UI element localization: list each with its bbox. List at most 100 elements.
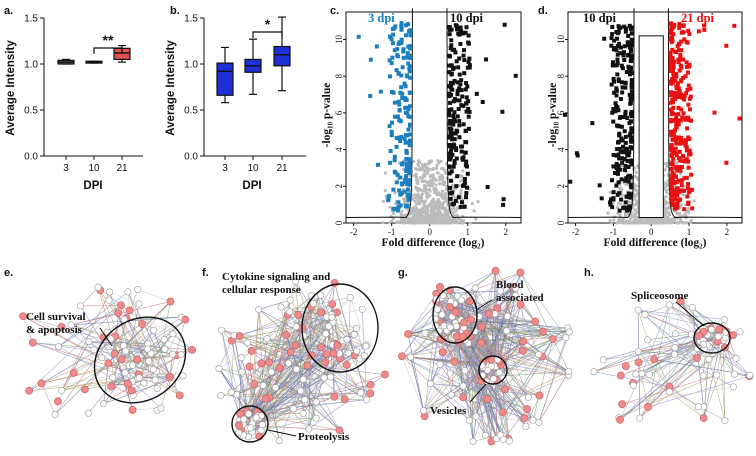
panel-d-point-up (668, 147, 673, 152)
panel-c-point-ns (443, 206, 448, 211)
panel-h-node (636, 414, 644, 422)
panel-e-edge (111, 385, 134, 396)
panel-c-point-down (399, 21, 404, 26)
panel-c-point-ns (429, 159, 434, 163)
panel-c-point-ns (404, 220, 408, 225)
panel-c-point-up (458, 25, 463, 30)
panel-d-point-up (678, 197, 683, 202)
panel-b-ytick-label: 1.5 (184, 14, 198, 25)
panel-d-point-down (626, 164, 631, 169)
panel-b-box (273, 16, 291, 92)
panel-c-point-down (397, 135, 402, 140)
panel-d-point-down (619, 177, 624, 182)
panel-d-point-down (619, 136, 624, 141)
panel-c-point-up (466, 114, 471, 119)
panel-b-box (216, 46, 234, 104)
panel-d-point-down (597, 183, 602, 188)
panel-d-point-down (615, 61, 620, 66)
panel-g-edge (430, 383, 477, 417)
panel-d-ylabel: -log₁₀ p-value (547, 83, 559, 148)
panel-c-point-ns (436, 199, 440, 203)
panel-c-point-ns (414, 174, 418, 178)
panel-e-node (100, 400, 108, 408)
panel-c-point-ns (425, 195, 429, 199)
panel-d-point-up (671, 71, 676, 76)
panel-c-point-down (397, 102, 402, 107)
panel-c-point-ns (412, 213, 416, 217)
panel-c-point-up (457, 135, 462, 140)
panel-d-point-up (668, 107, 673, 112)
panel-d-point-down (620, 160, 625, 165)
panel-h-node (732, 354, 740, 362)
panel-c-point-down (400, 95, 405, 100)
panel-e-node (169, 330, 177, 338)
panel-g-edge (401, 356, 424, 411)
panel-c-volcano: c. -log₁₀ p-value Fold difference (log₂)… (321, 5, 522, 249)
panel-d-point-up (688, 187, 693, 192)
panel-d-point-ns (663, 185, 668, 189)
panel-d-point-up (673, 119, 678, 124)
panel-d-point-down (608, 202, 613, 207)
panel-d-point-up (669, 40, 674, 45)
panel-d-point-ns (657, 218, 661, 222)
panel-g-node (398, 352, 406, 361)
panel-d-point-down (621, 144, 626, 149)
panel-f-node (215, 364, 223, 372)
panel-h-edge (638, 351, 675, 355)
panel-f-node (303, 361, 312, 370)
panel-d-point-up (687, 31, 692, 36)
panel-c-point-down (408, 33, 413, 38)
panel-c-point-down (404, 165, 409, 170)
panel-h-node (621, 362, 630, 370)
panel-e-node (107, 382, 116, 391)
panel-d-point-down (623, 26, 628, 31)
panel-d-point-down (624, 176, 629, 181)
panel-e-edge (141, 323, 177, 356)
panel-d-point-down (625, 115, 630, 120)
panel-d-point-up (672, 93, 677, 98)
panel-d-point-down (620, 85, 625, 90)
panel-c-point-ns (453, 220, 457, 225)
panel-h-node (676, 297, 685, 305)
panel-d-point-up (670, 90, 675, 95)
panel-c-point-down (394, 68, 399, 73)
panel-c-point-up (459, 144, 464, 149)
panel-c-ytick-label: 0 (334, 220, 344, 225)
panel-e-edge (70, 324, 162, 409)
panel-c-point-up (447, 113, 452, 118)
panel-d-point-up (673, 78, 678, 83)
panel-c-point-ns (435, 171, 440, 175)
panel-g-node (535, 391, 544, 400)
panel-d-point-up (679, 178, 684, 183)
panel-f-node (277, 303, 285, 311)
panel-d-point-up (680, 115, 685, 120)
panel-g-edge (494, 313, 529, 398)
panel-c-point-up (463, 163, 468, 168)
panel-c-point-ns (472, 209, 476, 213)
panel-c-point-up (454, 128, 459, 133)
panel-d-point-down (575, 153, 580, 158)
panel-c-point-down (386, 195, 391, 200)
panel-c-point-up (449, 72, 454, 77)
panel-e-edge (28, 323, 143, 392)
panel-d-ytick-label: 4 (556, 147, 566, 152)
panel-h-node (629, 381, 637, 389)
panel-c-point-down (403, 203, 408, 208)
panel-c-point-up (447, 32, 452, 37)
panel-e-node (124, 288, 132, 296)
panel-d-point-up (668, 119, 673, 124)
panel-d-point-down (618, 115, 623, 120)
panel-c-point-up (461, 31, 466, 36)
panel-c-point-up (462, 58, 467, 63)
panel-h-node (634, 347, 642, 355)
panel-c-point-ns (454, 209, 458, 213)
panel-c-point-ns (418, 166, 422, 171)
panel-d-point-down (623, 200, 628, 205)
panel-f-edge (266, 338, 367, 400)
panel-f-edge (238, 314, 289, 426)
panel-g-node (516, 300, 525, 309)
panel-e-edge (61, 377, 113, 391)
panel-b-ytick-label: 0.5 (184, 106, 198, 117)
panel-f-node (327, 373, 335, 381)
panel-d-point-down (574, 151, 579, 156)
